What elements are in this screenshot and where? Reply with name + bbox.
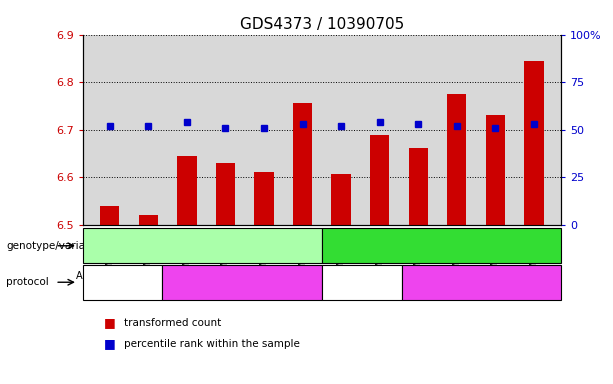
Bar xyxy=(100,205,120,225)
Text: ■: ■ xyxy=(104,337,116,350)
Bar xyxy=(485,115,505,225)
Text: APC + anti-CD3 Ab
activated: APC + anti-CD3 Ab activated xyxy=(316,271,408,293)
Bar xyxy=(370,135,389,225)
Bar xyxy=(332,174,351,225)
Bar xyxy=(139,215,158,225)
Text: genotype/variation: genotype/variation xyxy=(6,241,105,251)
Text: percentile rank within the sample: percentile rank within the sample xyxy=(124,339,300,349)
Text: wild type: wild type xyxy=(416,241,466,251)
Bar xyxy=(177,156,197,225)
Bar xyxy=(524,61,544,225)
Bar xyxy=(293,103,312,225)
Text: ■: ■ xyxy=(104,316,116,329)
Bar xyxy=(254,172,273,225)
Bar xyxy=(447,94,466,225)
Text: APC + anti-CD3 Ab
activated: APC + anti-CD3 Ab activated xyxy=(77,271,169,293)
Text: protocol: protocol xyxy=(6,277,49,287)
Text: transformed count: transformed count xyxy=(124,318,221,328)
Text: native: native xyxy=(227,277,257,287)
Bar xyxy=(409,148,428,225)
Text: AIRE knock out: AIRE knock out xyxy=(161,241,244,251)
Text: native: native xyxy=(466,277,497,287)
Bar xyxy=(216,163,235,225)
Title: GDS4373 / 10390705: GDS4373 / 10390705 xyxy=(240,17,404,32)
